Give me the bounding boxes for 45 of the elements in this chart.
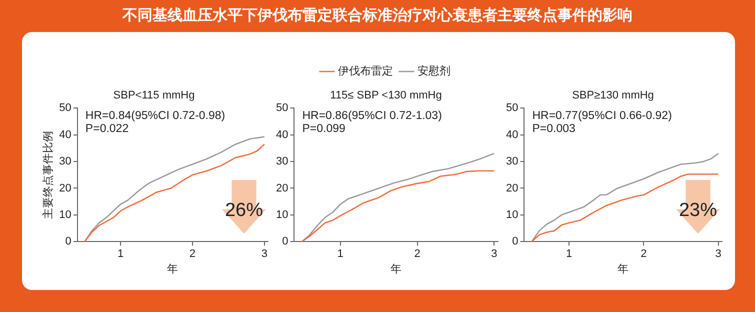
y-tick-label: 20 bbox=[276, 182, 288, 194]
chart-subtitle: SBP≥130 mmHg bbox=[572, 90, 654, 102]
x-tick-label: 3 bbox=[491, 248, 498, 260]
annotation: P=0.099 bbox=[302, 123, 346, 136]
annotation: HR=0.86(95%CI 0.72-1.03) bbox=[302, 110, 442, 122]
y-tick-label: 20 bbox=[59, 182, 72, 194]
x-axis-title: 年 bbox=[390, 263, 402, 276]
x-tick-label: 3 bbox=[715, 248, 722, 260]
x-tick-label: 1 bbox=[566, 248, 572, 260]
annotation: 26% bbox=[224, 200, 264, 222]
y-tick-label: 0 bbox=[65, 236, 72, 248]
y-tick-label: 20 bbox=[506, 182, 518, 194]
y-tick-label: 0 bbox=[282, 236, 288, 248]
y-tick-label: 30 bbox=[276, 156, 288, 168]
y-tick-label: 30 bbox=[59, 156, 72, 168]
y-tick-label: 10 bbox=[59, 208, 72, 221]
y-tick-label: 0 bbox=[512, 236, 518, 248]
y-tick-label: 50 bbox=[59, 102, 72, 114]
x-tick-label: 1 bbox=[118, 248, 124, 260]
x-tick-label: 2 bbox=[640, 248, 647, 260]
annotation: HR=0.77(95%CI 0.66-0.92) bbox=[532, 110, 672, 122]
y-tick-label: 50 bbox=[276, 102, 288, 114]
chart-subtitle: SBP<115 mmHg bbox=[113, 90, 195, 102]
y-tick-label: 10 bbox=[506, 208, 518, 221]
legend-label: 伊伐布雷定 bbox=[338, 64, 393, 78]
x-tick-label: 1 bbox=[337, 248, 344, 260]
x-tick-label: 2 bbox=[189, 248, 196, 260]
x-tick-label: 2 bbox=[414, 248, 420, 260]
annotation: 23% bbox=[678, 200, 718, 222]
annotation: P=0.022 bbox=[85, 123, 129, 136]
legend-label: 安慰剂 bbox=[418, 64, 450, 78]
chart-subtitle: 115≤ SBP <130 mmHg bbox=[330, 90, 442, 102]
y-tick-label: 30 bbox=[506, 156, 518, 168]
x-tick-label: 3 bbox=[261, 248, 268, 260]
annotation: HR=0.84(95%CI 0.72-0.98) bbox=[85, 110, 226, 122]
text: 不同基线血压水平下伊伐布雷定联合标准治疗对心衰患者主要终点事件的影响 bbox=[121, 5, 634, 26]
x-axis-title: 年 bbox=[167, 263, 178, 276]
y-tick-label: 40 bbox=[59, 128, 72, 141]
x-axis-title: 年 bbox=[618, 263, 629, 276]
y-tick-label: 40 bbox=[276, 128, 288, 141]
y-tick-label: 10 bbox=[276, 208, 288, 221]
annotation: P=0.003 bbox=[532, 123, 576, 136]
y-axis-title: 主要终点事件比例 bbox=[42, 130, 55, 219]
y-tick-label: 50 bbox=[506, 102, 518, 114]
y-tick-label: 40 bbox=[506, 128, 518, 141]
